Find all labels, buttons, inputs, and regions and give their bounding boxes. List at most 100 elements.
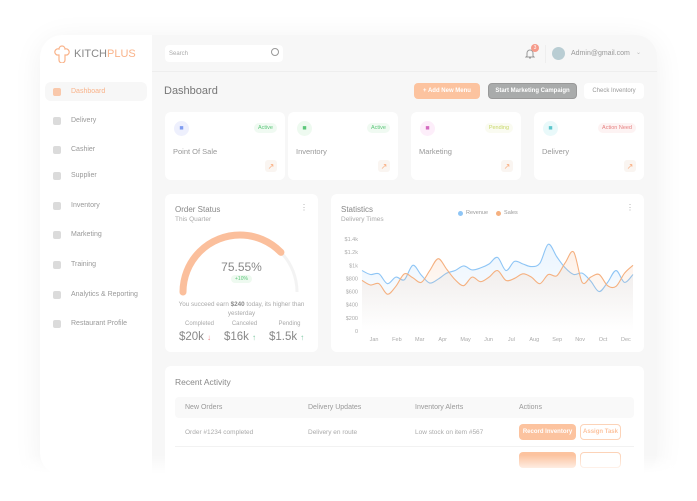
x-tick-label: Sep (552, 337, 562, 343)
arrow-up-right-icon[interactable]: ↗ (265, 160, 277, 172)
stat-pending: $1.5k ↑ (269, 331, 304, 343)
add-new-menu-button[interactable]: + Add New Menu (414, 83, 480, 99)
user-email[interactable]: Admin@gmail.com (571, 50, 630, 57)
module-card-delivery[interactable]: ■ Action Need Delivery ↗ (534, 112, 644, 180)
legend-swatch (458, 210, 463, 216)
gauge-percent: 75.55% (221, 260, 262, 274)
x-tick-label: Feb (392, 337, 401, 343)
sidebar-item-label: Analytics & Reporting (71, 291, 138, 298)
legend-swatch (496, 210, 502, 216)
sidebar-item-cashier[interactable]: Cashier (45, 140, 147, 159)
logo: KITCH PLUS (53, 45, 136, 63)
module-title: Inventory (296, 147, 327, 156)
stat-value: $1.5k (269, 331, 298, 343)
header-divider (152, 71, 657, 72)
sidebar-item-label: Restaurant Profile (71, 320, 128, 327)
chevron-down-icon[interactable]: ⌄ (636, 50, 642, 56)
avatar[interactable] (552, 47, 565, 60)
arrow-up-right-icon[interactable]: ↗ (624, 160, 636, 172)
sidebar-item-inventory[interactable]: Inventory (45, 196, 147, 215)
stat-label: Completed (184, 321, 214, 327)
sidebar-item-label: Dashboard (71, 88, 106, 95)
cashier-icon (53, 145, 61, 154)
check-inventory-button[interactable]: Check Inventory (584, 83, 644, 99)
module-card-marketing[interactable]: ■ Pending Marketing ↗ (411, 112, 521, 180)
table-header (175, 397, 634, 418)
x-tick-label: Dec (621, 337, 631, 343)
row-divider (175, 446, 634, 447)
chart-title: Statistics (341, 205, 374, 214)
x-tick-label: May (460, 337, 471, 343)
stat-value: $20k (179, 331, 204, 343)
status-badge: Action Need (598, 123, 636, 133)
x-tick-label: Aug (529, 337, 539, 343)
status-badge: Pending (484, 123, 513, 133)
logo-text-accent: PLUS (107, 48, 136, 60)
y-tick-label: $1.2k (345, 250, 359, 256)
change-badge: +10% (231, 275, 252, 283)
logo-text: KITCH (74, 48, 107, 60)
inventory-icon: ■ (297, 121, 312, 136)
arrow-down-icon: ↓ (206, 332, 211, 342)
start-marketing-campaign-button[interactable]: Start Marketing Campaign (488, 83, 577, 99)
more-options-icon[interactable]: ⋮ (300, 203, 308, 212)
more-options-icon[interactable]: ⋮ (626, 203, 634, 212)
search-input[interactable]: Search (165, 45, 283, 62)
sidebar-item-delivery[interactable]: Delivery (45, 111, 147, 130)
arrow-up-right-icon[interactable]: ↗ (501, 160, 513, 172)
stat-completed: $20k ↓ (179, 331, 211, 343)
column-header: Inventory Alerts (415, 404, 464, 411)
notification-bell-icon[interactable]: 3 (524, 44, 539, 59)
x-tick-label: Mar (415, 337, 425, 343)
sidebar-item-label: Supplier (71, 172, 97, 179)
delivery-icon (53, 116, 61, 125)
statistics-card: Statistics Delivery Times ⋮ Revenue Sales… (331, 194, 644, 352)
status-badge: Active (367, 123, 390, 133)
x-tick-label: Nov (575, 337, 585, 343)
divider (545, 45, 546, 63)
stat-label: Pending (278, 321, 301, 327)
search-icon[interactable] (271, 48, 279, 56)
y-tick-label: $800 (346, 276, 358, 282)
stat-canceled: $16k ↑ (224, 331, 256, 343)
column-header: New Orders (185, 404, 223, 411)
order-status-subtitle: This Quarter (175, 216, 212, 223)
dashboard-icon (53, 87, 61, 96)
x-tick-label: Jan (370, 337, 379, 343)
bottom-fade (0, 455, 697, 501)
sidebar-item-dashboard[interactable]: Dashboard (45, 82, 147, 101)
assign-task-button[interactable]: Assign Task (580, 424, 621, 440)
notification-badge: 3 (531, 44, 539, 52)
column-header: Actions (519, 404, 542, 411)
table-cell: Low stock on item #567 (415, 429, 484, 436)
page-title: Dashboard (164, 85, 218, 97)
arrow-up-right-icon[interactable]: ↗ (378, 160, 390, 172)
sidebar-item-analytics-reporting[interactable]: Analytics & Reporting (45, 285, 147, 304)
arrow-up-icon: ↑ (251, 332, 256, 342)
sidebar (40, 35, 152, 475)
module-title: Point Of Sale (173, 147, 218, 156)
sidebar-item-label: Inventory (71, 202, 100, 209)
sidebar-item-restaurant-profile[interactable]: Restaurant Profile (45, 314, 147, 333)
record-inventory-button[interactable]: Record Inventory (519, 424, 576, 440)
sidebar-item-training[interactable]: Training (45, 255, 147, 274)
recent-activity-title: Recent Activity (175, 377, 231, 387)
gauge-fill (179, 231, 301, 296)
y-tick-label: $1k (349, 263, 358, 269)
x-tick-label: Oct (599, 337, 608, 343)
pos-icon: ■ (174, 121, 189, 136)
module-card-point-of-sale[interactable]: ■ Active Point Of Sale ↗ (165, 112, 285, 180)
y-tick-label: $200 (346, 316, 358, 322)
module-card-inventory[interactable]: ■ Active Inventory ↗ (288, 112, 398, 180)
module-title: Marketing (419, 147, 452, 156)
supplier-icon (53, 171, 61, 180)
earn-message: You succeed earn $240 today, its higher … (178, 301, 305, 317)
order-status-gauge (179, 231, 301, 296)
sidebar-item-supplier[interactable]: Supplier (45, 166, 147, 185)
sidebar-item-marketing[interactable]: Marketing (45, 225, 147, 244)
statistics-chart: 0 $200 $400 $600 $800 $1k $1.2k $1.4k Jan Feb Mar A… (345, 237, 634, 343)
table-cell: Delivery en route (308, 429, 358, 436)
stat-value: $16k (224, 331, 249, 343)
sidebar-item-label: Training (71, 261, 97, 268)
x-tick-label: Jul (508, 337, 515, 343)
